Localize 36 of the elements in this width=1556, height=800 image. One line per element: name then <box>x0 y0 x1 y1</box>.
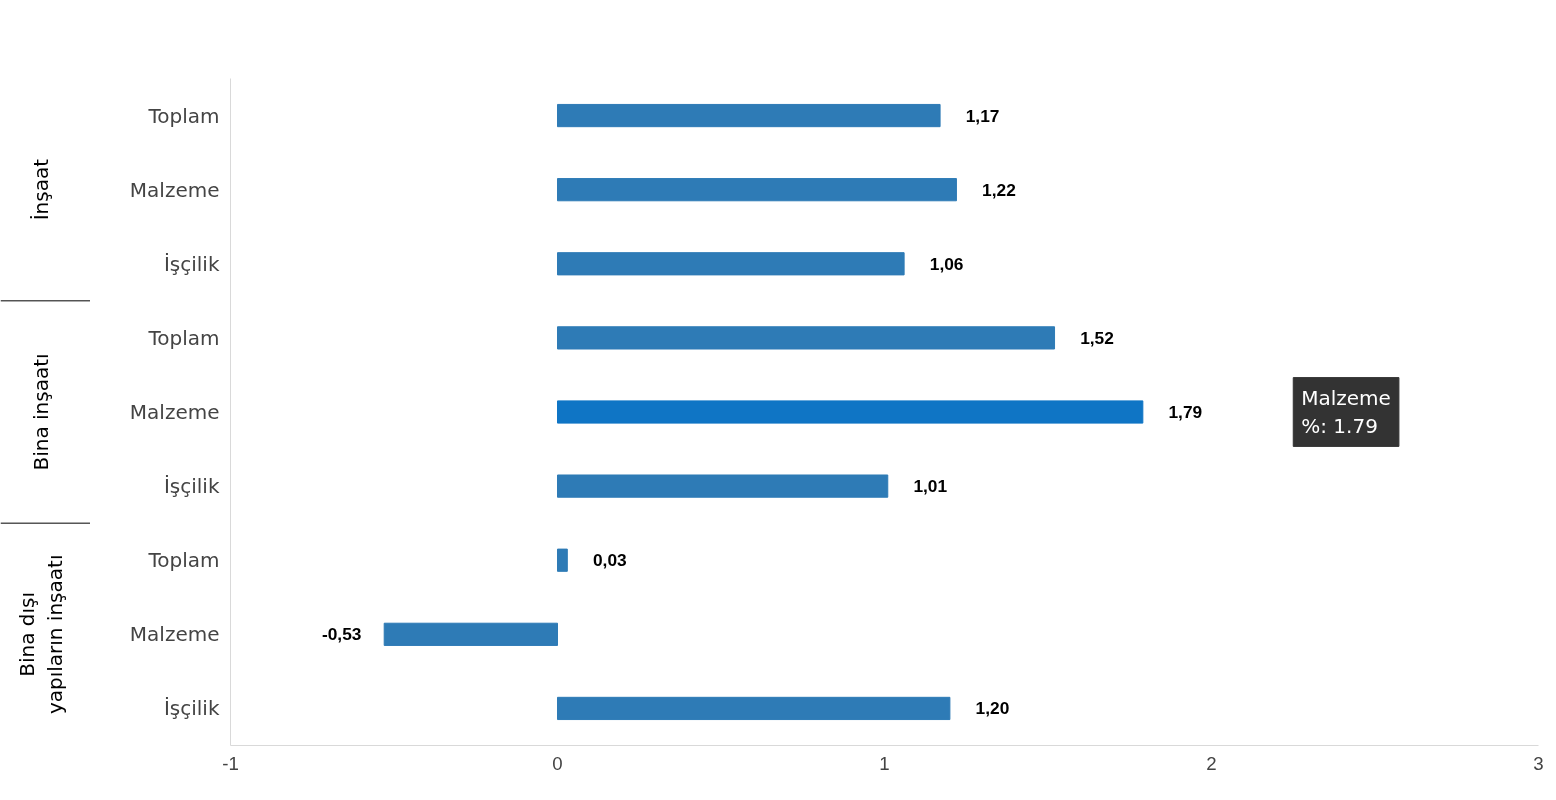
data-label: 1,52 <box>1080 327 1114 348</box>
y-tick-label: İşçilik <box>163 696 220 721</box>
annotation: Malzeme %: 1.79 <box>1301 385 1391 439</box>
y-tick-label: Malzeme <box>129 177 220 202</box>
bar <box>557 178 957 202</box>
y-tick-label: Malzeme <box>129 400 220 424</box>
y-tick-label: Malzeme <box>129 622 220 647</box>
y-tick-label: İşçilik <box>163 474 220 499</box>
data-label: 1,22 <box>982 179 1016 200</box>
x-tick-label: -1 <box>222 752 239 774</box>
x-tick-label: 3 <box>1533 752 1544 774</box>
text: Bina inşaatı <box>29 353 53 471</box>
y-tick-label: İşçilik <box>163 251 220 276</box>
y-tick-label: Toplam <box>147 103 220 128</box>
y-tick-label: Toplam <box>147 325 220 350</box>
x-tick-label: 1 <box>879 752 890 774</box>
bar <box>557 400 1144 424</box>
data-label: -0,53 <box>321 624 362 645</box>
text: Bina dışı yapıların inşaatı <box>14 554 68 715</box>
x-tick-label: 0 <box>552 752 563 774</box>
data-label: 1,06 <box>929 253 964 274</box>
bar <box>557 252 905 276</box>
bar <box>383 622 558 646</box>
y-tick-label: Toplam <box>147 548 220 573</box>
data-label: 1,79 <box>1168 402 1203 422</box>
data-label: 1,17 <box>965 105 1000 126</box>
text: İnşaat <box>29 158 53 221</box>
bar <box>557 696 951 721</box>
bar <box>557 474 889 498</box>
data-label: 0,03 <box>592 550 628 571</box>
data-label: 1,01 <box>913 476 948 497</box>
bar <box>557 326 1056 350</box>
bar <box>557 548 568 572</box>
data-label: 1,20 <box>975 698 1010 719</box>
x-tick-label: 2 <box>1206 752 1217 774</box>
bar <box>557 103 941 128</box>
